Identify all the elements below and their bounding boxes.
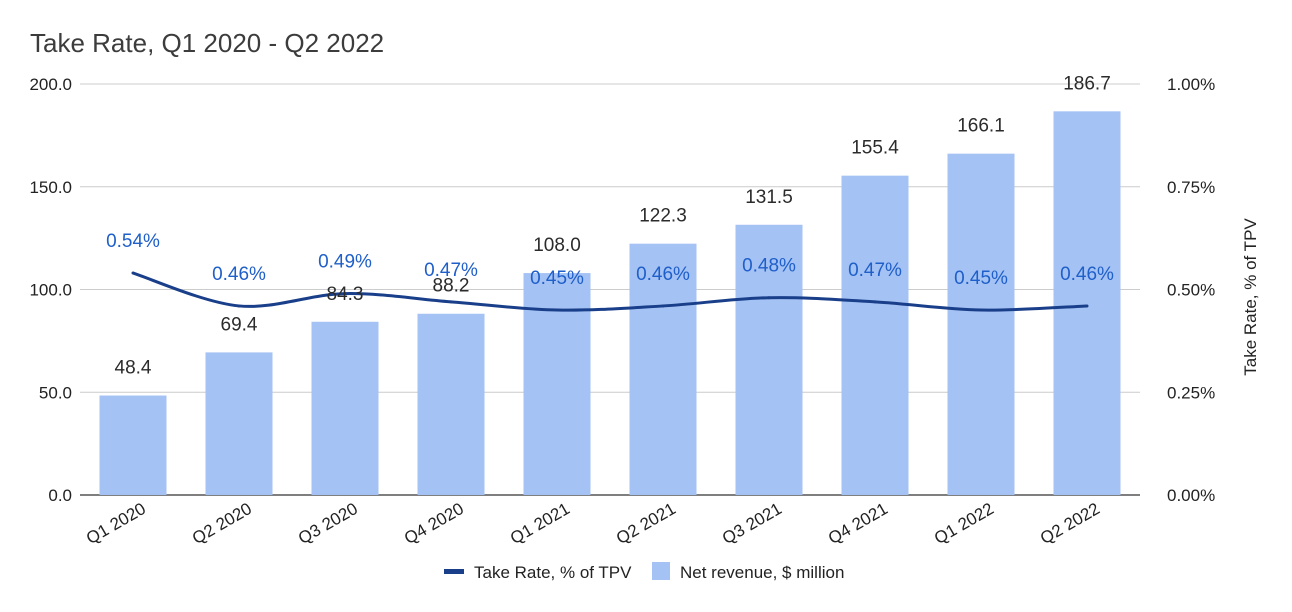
y2-tick-label: 0.00% (1167, 486, 1215, 505)
legend-bar-label: Net revenue, $ million (680, 563, 844, 582)
x-tick-label: Q1 2020 (83, 499, 149, 548)
x-tick-label: Q3 2021 (719, 499, 785, 548)
legend-line-label: Take Rate, % of TPV (474, 563, 632, 582)
y2-tick-label: 1.00% (1167, 75, 1215, 94)
x-tick-label: Q1 2021 (507, 499, 573, 548)
line-point (131, 271, 135, 275)
line-value-label: 0.46% (212, 264, 266, 285)
line-point (449, 300, 453, 304)
x-tick-label: Q2 2020 (189, 499, 255, 548)
line-point (1085, 304, 1089, 308)
line-value-label: 0.54% (106, 231, 160, 252)
bar-value-label: 155.4 (851, 138, 899, 159)
bars (99, 111, 1121, 496)
y-tick-label: 50.0 (39, 383, 72, 402)
line-point (555, 308, 559, 312)
x-tick-label: Q3 2020 (295, 499, 361, 548)
bar-value-label: 166.1 (957, 116, 1005, 137)
bar (417, 313, 485, 495)
legend-line-swatch (444, 569, 464, 574)
legend-bar-swatch (652, 562, 670, 580)
line-point (237, 304, 241, 308)
y-tick-label: 0.0 (48, 486, 72, 505)
line-value-label: 0.45% (530, 268, 584, 289)
bar (205, 352, 273, 495)
bar-value-label: 88.2 (433, 276, 470, 297)
x-tick-label: Q4 2020 (401, 499, 467, 548)
bar-value-label: 186.7 (1063, 73, 1111, 94)
line-value-label: 0.49% (318, 252, 372, 273)
x-tick-label: Q2 2022 (1037, 499, 1103, 548)
bar-value-label: 131.5 (745, 187, 793, 208)
line-value-label: 0.45% (954, 268, 1008, 289)
bar-value-label: 69.4 (221, 314, 258, 335)
legend: Take Rate, % of TPV Net revenue, $ milli… (444, 562, 844, 582)
bar-value-label: 122.3 (639, 206, 687, 227)
line-point (767, 296, 771, 300)
y-tick-label: 200.0 (29, 75, 72, 94)
chart-title: Take Rate, Q1 2020 - Q2 2022 (30, 28, 384, 58)
take-rate-line (131, 271, 1089, 312)
bar (629, 243, 697, 495)
y2-tick-label: 0.75% (1167, 178, 1215, 197)
bar (1053, 111, 1121, 496)
y2-tick-label: 0.25% (1167, 383, 1215, 402)
x-tick-label: Q1 2022 (931, 499, 997, 548)
line-point (661, 304, 665, 308)
line-value-label: 0.47% (424, 260, 478, 281)
data-labels: 48.4 69.4 84.3 88.2 108.0 122.3 131.5 155.4 166.… (106, 73, 1114, 378)
bar (735, 224, 803, 495)
bar (841, 175, 909, 495)
line-value-label: 0.48% (742, 256, 796, 277)
y-tick-label: 150.0 (29, 178, 72, 197)
bar (311, 321, 379, 495)
bar-value-label: 84.3 (327, 284, 364, 305)
take-rate-line-path (132, 271, 1088, 312)
right-axis-label: Take Rate, % of TPV (1241, 218, 1260, 376)
line-value-label: 0.46% (636, 264, 690, 285)
line-value-label: 0.47% (848, 260, 902, 281)
x-tick-label: Q2 2021 (613, 499, 679, 548)
bar-value-label: 48.4 (115, 358, 152, 379)
line-point (873, 300, 877, 304)
bar (947, 153, 1015, 496)
bar (523, 273, 591, 495)
x-tick-label: Q4 2021 (825, 499, 891, 548)
y-tick-label: 100.0 (29, 281, 72, 300)
y2-tick-label: 0.50% (1167, 281, 1215, 300)
line-value-label: 0.46% (1060, 264, 1114, 285)
bar (99, 395, 167, 495)
line-point (979, 308, 983, 312)
bar-value-label: 108.0 (533, 235, 581, 256)
line-point (343, 292, 347, 296)
